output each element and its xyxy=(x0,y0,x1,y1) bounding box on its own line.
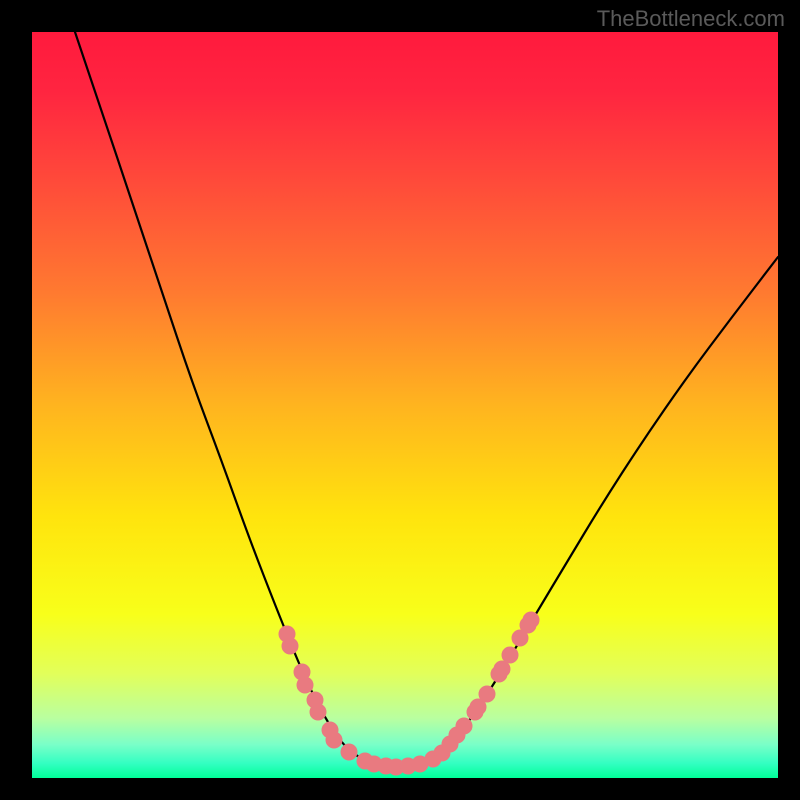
gradient-background xyxy=(32,32,778,778)
watermark-text: TheBottleneck.com xyxy=(597,6,785,32)
plot-area xyxy=(32,32,778,778)
chart-frame xyxy=(0,0,800,800)
